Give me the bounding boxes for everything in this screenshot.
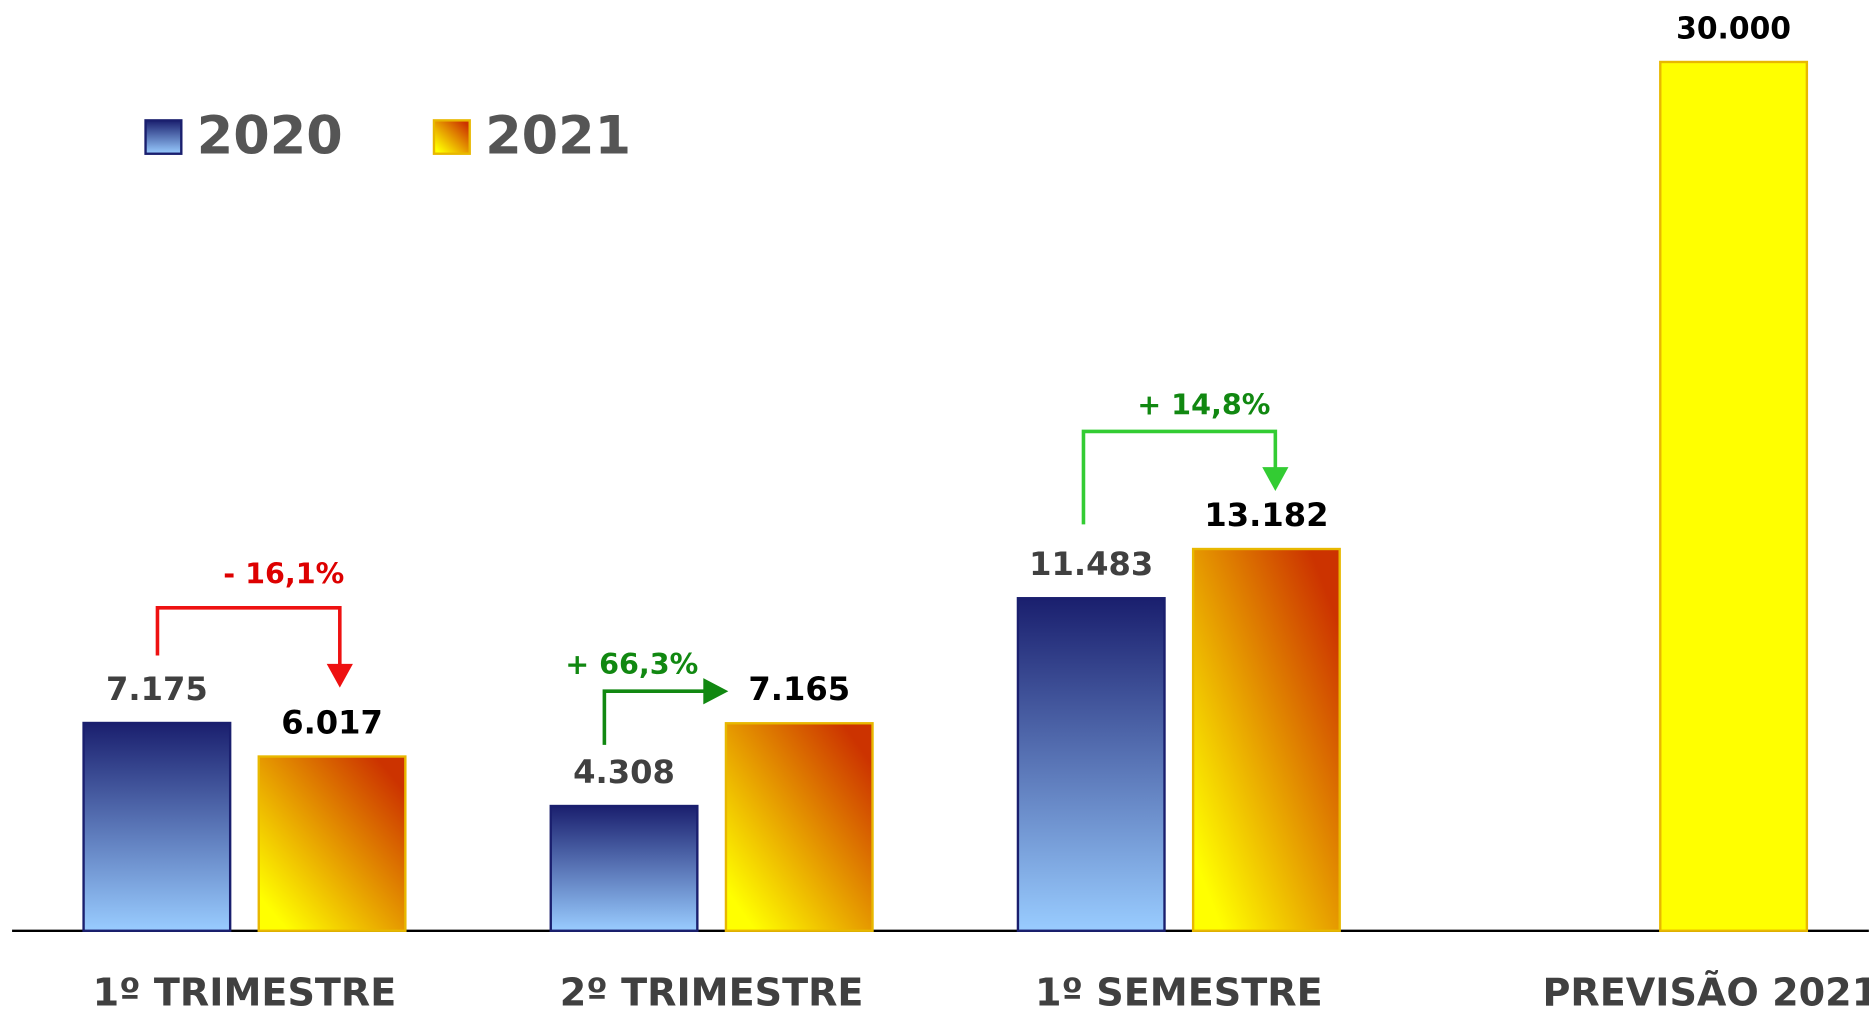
bar — [549, 804, 699, 932]
bar — [1191, 547, 1341, 932]
arrow-head — [703, 678, 729, 705]
value-label: 7.175 — [106, 670, 208, 708]
legend-swatch — [432, 119, 471, 155]
bar — [1659, 60, 1809, 932]
x-tick-label: PREVISÃO 2021 — [1542, 971, 1869, 1013]
legend-swatch — [144, 119, 183, 155]
change-arrows — [155, 429, 1278, 745]
legend-label: 2020 — [197, 105, 343, 166]
change-label: - 16,1% — [223, 557, 344, 591]
value-label: 4.308 — [573, 753, 675, 791]
bar — [1016, 597, 1166, 932]
value-label: 30.000 — [1676, 11, 1791, 46]
bar — [257, 755, 407, 932]
value-label: 6.017 — [281, 703, 383, 741]
bar — [82, 721, 232, 932]
x-tick-label: 1º SEMESTRE — [1035, 971, 1323, 1013]
value-label: 11.483 — [1029, 545, 1153, 583]
arrow-head — [1262, 467, 1289, 492]
change-label: + 66,3% — [565, 647, 698, 681]
change-label: + 14,8% — [1137, 387, 1270, 421]
x-tick-label: 1º TRIMESTRE — [93, 971, 397, 1013]
legend-label: 2021 — [485, 105, 631, 166]
value-label: 7.165 — [748, 670, 850, 708]
arrow-head — [326, 663, 353, 688]
x-tick-label: 2º TRIMESTRE — [560, 971, 864, 1013]
value-label: 13.182 — [1204, 496, 1328, 534]
bar — [724, 722, 874, 932]
